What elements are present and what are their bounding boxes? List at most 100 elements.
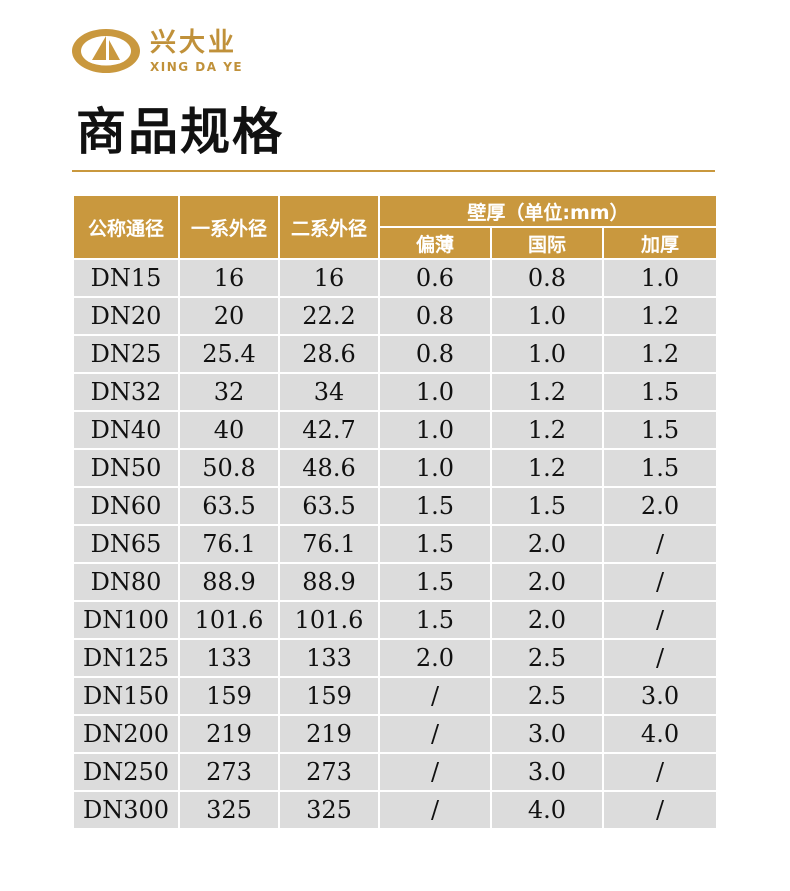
header-cell: 公称通径 [72,194,180,260]
divider [72,170,715,172]
table-cell: DN32 [72,372,180,412]
header-cell: 二系外径 [278,194,380,260]
table-cell: 273 [278,752,380,792]
table-cell: 22.2 [278,296,380,336]
table-cell: 0.8 [378,296,492,336]
table-cell: 1.5 [378,600,492,640]
table-cell: 1.5 [601,448,719,488]
page-title: 商品规格 [76,102,284,161]
table-cell: 273 [178,752,280,792]
table-cell: 1.2 [490,410,604,450]
table-cell: 20 [178,296,280,336]
table-row: DN20 20 22.2 0.8 1.0 1.2 [72,296,719,336]
table-cell: 4.0 [601,714,719,754]
table-cell: 34 [278,372,380,412]
header-cell: 偏薄 [378,226,492,260]
table-cell: 32 [178,372,280,412]
table-cell: 28.6 [278,334,380,374]
table-cell: 2.0 [378,638,492,678]
table-cell: 0.6 [378,258,492,298]
brand-name: 兴大业 [150,28,238,58]
table-cell: 76.1 [278,524,380,564]
table-cell: 1.5 [378,562,492,602]
table-row: DN200 219 219/3.0 4.0 [72,714,719,754]
table-cell: 1.2 [601,334,719,374]
table-cell: 1.2 [490,372,604,412]
header-cell: 加厚 [601,226,719,260]
table-cell: 1.0 [490,334,604,374]
table-cell: 16 [278,258,380,298]
table-cell: 219 [278,714,380,754]
table-row: DN80 88.9 88.9 1.5 2.0/ [72,562,719,602]
table-cell: DN20 [72,296,180,336]
table-row: DN100 101.6 101.6 1.5 2.0/ [72,600,719,640]
table-cell: 2.5 [490,638,604,678]
table-cell: DN200 [72,714,180,754]
table-row: DN300 325 325/4.0/ [72,790,719,830]
brand-pinyin: XING DA YE [150,60,244,74]
table-cell: DN60 [72,486,180,526]
table-cell: DN15 [72,258,180,298]
table-cell: 50.8 [178,448,280,488]
table-cell: 88.9 [178,562,280,602]
table-cell: / [601,790,719,830]
table-cell: DN150 [72,676,180,716]
table-cell: 159 [278,676,380,716]
table-body: DN15 16 16 0.6 0.8 1.0 DN20 20 22.2 0.8 1.0 1.2 DN25… [72,258,719,830]
table-cell: 133 [278,638,380,678]
table-cell: 133 [178,638,280,678]
table-cell: 4.0 [490,790,604,830]
table-cell: 88.9 [278,562,380,602]
table-cell: DN80 [72,562,180,602]
table-cell: 42.7 [278,410,380,450]
table-cell: / [378,790,492,830]
table-cell: / [601,562,719,602]
table-cell: 63.5 [178,486,280,526]
table-cell: 25.4 [178,334,280,374]
table-cell: 48.6 [278,448,380,488]
table-cell: 76.1 [178,524,280,564]
table-cell: 1.5 [378,486,492,526]
table-cell: 2.0 [601,486,719,526]
table-cell: 63.5 [278,486,380,526]
table-row: DN40 40 42.7 1.0 1.2 1.5 [72,410,719,450]
table-row: DN150 159 159/2.5 3.0 [72,676,719,716]
table-cell: 325 [278,790,380,830]
table-cell: / [601,752,719,792]
table-cell: / [601,638,719,678]
table-row: DN50 50.8 48.6 1.0 1.2 1.5 [72,448,719,488]
table-cell: DN40 [72,410,180,450]
table-cell: 1.5 [601,372,719,412]
table-cell: DN250 [72,752,180,792]
table-cell: 1.0 [378,372,492,412]
table-cell: DN25 [72,334,180,374]
table-cell: 3.0 [490,714,604,754]
table-cell: 40 [178,410,280,450]
table-cell: 1.0 [490,296,604,336]
table-cell: DN50 [72,448,180,488]
table-cell: 3.0 [601,676,719,716]
table-cell: 219 [178,714,280,754]
header-cell: 一系外径 [178,194,280,260]
table-cell: / [601,524,719,564]
table-cell: 101.6 [278,600,380,640]
table-cell: 2.0 [490,600,604,640]
table-cell: 325 [178,790,280,830]
table-cell: 2.5 [490,676,604,716]
table-cell: 1.2 [490,448,604,488]
table-cell: DN100 [72,600,180,640]
table-row: DN65 76.1 76.1 1.5 2.0/ [72,524,719,564]
table-cell: 101.6 [178,600,280,640]
table-row: DN15 16 16 0.6 0.8 1.0 [72,258,719,298]
table-cell: 1.2 [601,296,719,336]
table-cell: / [378,714,492,754]
header-cell: 壁厚（单位:mm） [377,194,719,228]
table-cell: 1.0 [601,258,719,298]
table-cell: 0.8 [378,334,492,374]
table-cell: 0.8 [490,258,604,298]
table-cell: 1.0 [378,410,492,450]
table-cell: / [378,752,492,792]
table-row: DN25 25.4 28.6 0.8 1.0 1.2 [72,334,719,374]
table-cell: 2.0 [490,562,604,602]
